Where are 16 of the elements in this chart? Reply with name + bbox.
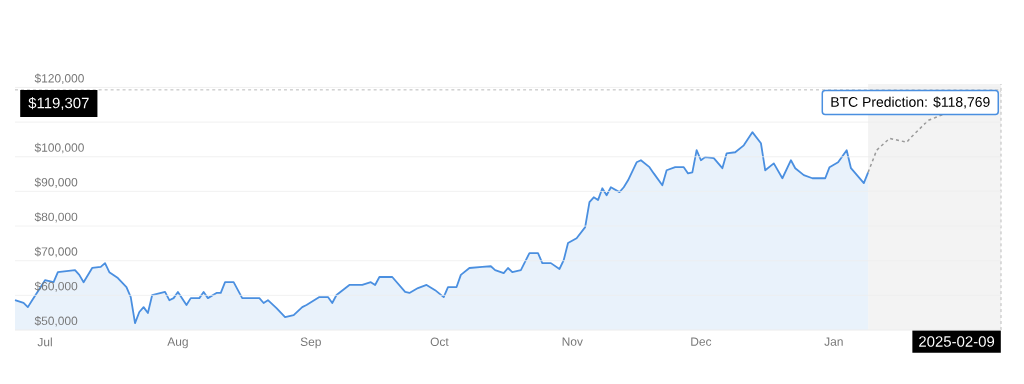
ref-line-label: 2025-02-09 [919,336,995,347]
ref-line-label: $119,307 [28,97,89,111]
y-tick-label: $70,000 [34,246,78,258]
x-tick-label: Jul [37,337,52,347]
y-tick-label: $120,000 [34,73,84,84]
y-tick-label: $50,000 [34,316,78,327]
x-tick-label: Oct [430,337,449,346]
annotation: BTC Prediction: $118,769 [831,96,990,109]
y-tick-label: $100,000 [34,142,84,154]
x-tick-label: Sep [300,337,321,349]
x-tick-label: Jan [824,337,843,346]
y-tick-label: $90,000 [34,177,78,188]
x-tick-label: Nov [562,337,583,346]
x-tick-label: Aug [167,337,188,349]
y-tick-label: $80,000 [34,212,78,223]
x-tick-label: Dec [691,337,712,346]
